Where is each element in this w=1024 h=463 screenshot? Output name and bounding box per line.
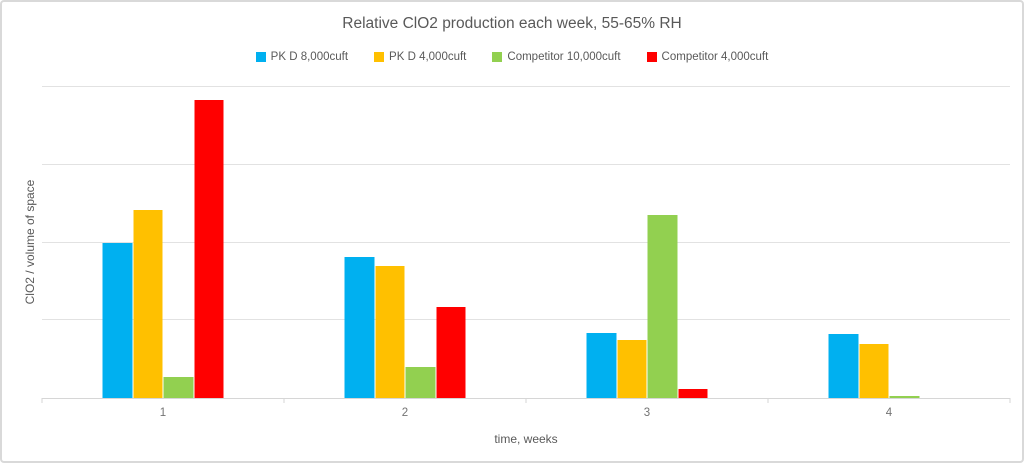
legend-item: PK D 4,000cuft	[374, 51, 466, 63]
x-axis-title: time, weeks	[494, 432, 558, 446]
axis-tick	[767, 398, 769, 403]
bar-group	[828, 87, 950, 398]
bar	[586, 332, 616, 398]
axis-tick	[525, 398, 527, 403]
legend-swatch	[492, 52, 503, 62]
axis-tick	[283, 398, 285, 403]
bar	[375, 265, 405, 398]
axis-tick	[1009, 398, 1011, 403]
bar	[678, 389, 708, 398]
bar	[859, 343, 889, 398]
bar	[102, 242, 132, 398]
bar-group	[102, 87, 224, 398]
legend-swatch	[646, 52, 657, 62]
legend: PK D 8,000cuft PK D 4,000cuft Competitor 1…	[2, 51, 1022, 63]
bar	[405, 366, 435, 398]
bar	[617, 339, 647, 398]
plot-area: 1 2 3 4	[41, 86, 1011, 419]
bar	[828, 334, 858, 398]
legend-label: Competitor 10,000cuft	[507, 51, 621, 63]
bar	[194, 100, 224, 398]
x-tick-label: 1	[159, 407, 167, 419]
chart-title: Relative ClO2 production each week, 55-6…	[342, 15, 682, 32]
gridline	[42, 163, 1010, 165]
gridline	[42, 319, 1010, 321]
bar	[163, 377, 193, 398]
legend-label: Competitor 4,000cuft	[661, 51, 769, 63]
legend-item: Competitor 10,000cuft	[492, 51, 621, 63]
bar	[436, 307, 466, 398]
gridline	[42, 86, 1010, 87]
legend-label: PK D 8,000cuft	[270, 51, 349, 63]
legend-swatch	[374, 52, 385, 62]
bar-group	[586, 87, 708, 398]
legend-label: PK D 4,000cuft	[389, 51, 467, 63]
bar-group	[344, 87, 466, 398]
bar	[647, 215, 677, 398]
bar	[344, 256, 374, 398]
legend-item: PK D 8,000cuft	[255, 51, 349, 63]
x-tick-label: 2	[401, 407, 409, 419]
gridline	[42, 241, 1010, 243]
x-tick-label: 4	[885, 407, 893, 419]
y-axis-title: ClO2 / volume of space	[23, 179, 37, 305]
bar	[889, 395, 919, 398]
bar	[133, 209, 163, 398]
legend-swatch	[255, 52, 266, 62]
legend-item: Competitor 4,000cuft	[646, 51, 769, 63]
axis-tick	[41, 398, 43, 403]
x-tick-label: 3	[643, 407, 651, 419]
